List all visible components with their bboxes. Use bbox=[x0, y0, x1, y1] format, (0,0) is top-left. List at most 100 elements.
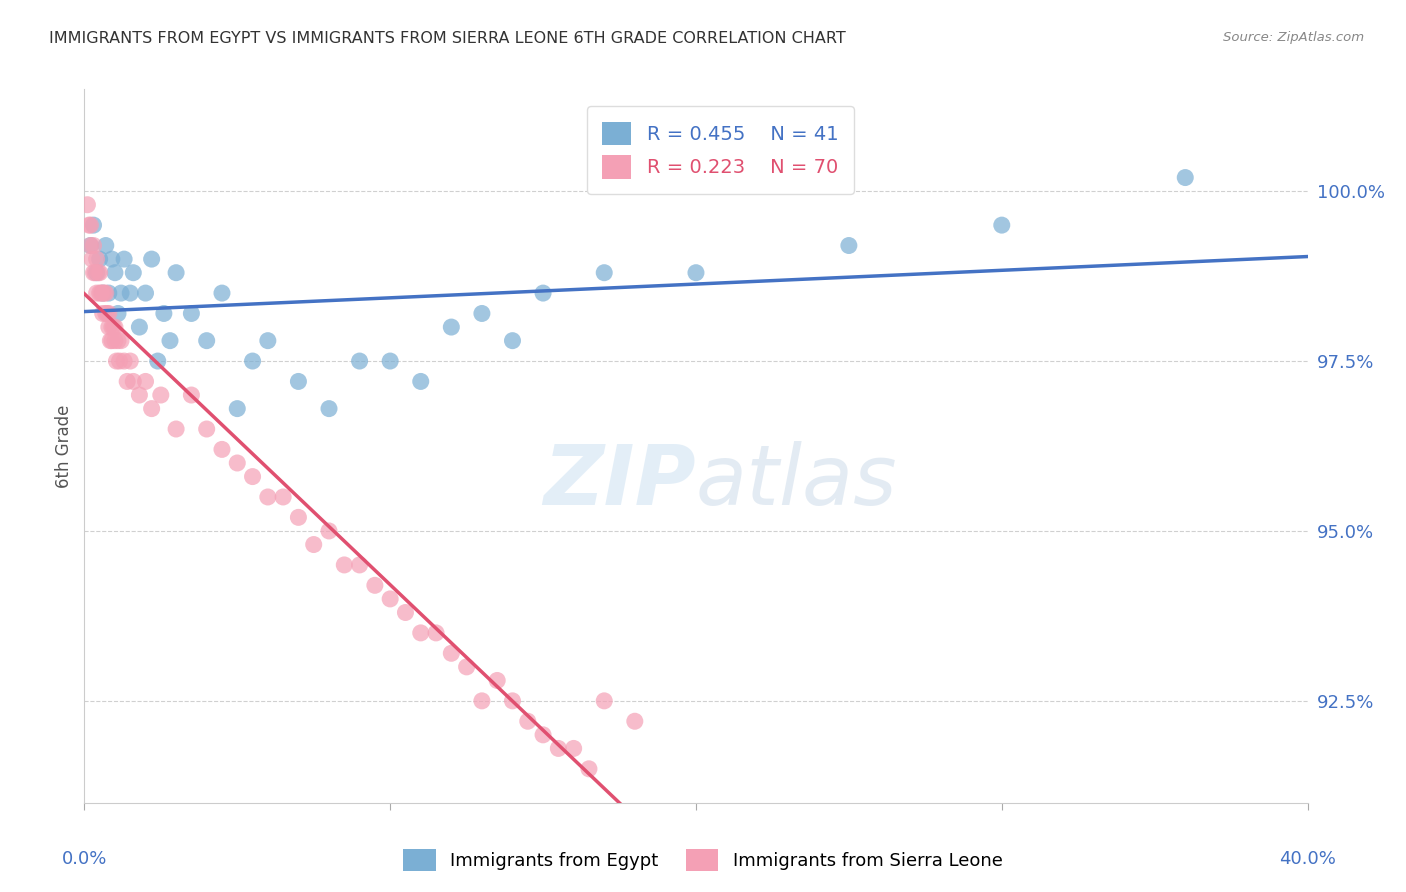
Point bbox=[242, 469, 264, 483]
Point bbox=[91, 306, 114, 320]
Point bbox=[333, 558, 356, 572]
Point bbox=[86, 286, 108, 301]
Point bbox=[146, 354, 169, 368]
Point bbox=[165, 422, 187, 436]
Point bbox=[115, 375, 138, 389]
Point bbox=[101, 320, 124, 334]
Point bbox=[165, 266, 187, 280]
Point bbox=[409, 626, 432, 640]
Point bbox=[94, 286, 117, 301]
Point bbox=[349, 354, 371, 368]
Point bbox=[593, 266, 616, 280]
Point bbox=[112, 354, 135, 368]
Point bbox=[578, 762, 600, 776]
Point bbox=[242, 354, 264, 368]
Point bbox=[624, 714, 647, 729]
Legend: Immigrants from Egypt, Immigrants from Sierra Leone: Immigrants from Egypt, Immigrants from S… bbox=[396, 842, 1010, 879]
Point bbox=[83, 238, 105, 252]
Point bbox=[79, 238, 101, 252]
Point bbox=[89, 286, 111, 301]
Point bbox=[104, 266, 127, 280]
Point bbox=[120, 286, 142, 301]
Point bbox=[287, 375, 309, 389]
Point bbox=[135, 286, 157, 301]
Point bbox=[77, 218, 100, 232]
Point bbox=[97, 286, 120, 301]
Point bbox=[83, 266, 105, 280]
Point bbox=[562, 741, 585, 756]
Y-axis label: 6th Grade: 6th Grade bbox=[55, 404, 73, 488]
Point bbox=[380, 354, 402, 368]
Point bbox=[211, 442, 233, 457]
Point bbox=[122, 375, 145, 389]
Point bbox=[103, 320, 125, 334]
Point bbox=[120, 354, 142, 368]
Point bbox=[93, 286, 115, 301]
Point bbox=[141, 401, 163, 416]
Point bbox=[97, 320, 120, 334]
Point bbox=[195, 422, 218, 436]
Point bbox=[380, 591, 402, 606]
Point bbox=[516, 714, 538, 729]
Point bbox=[112, 252, 135, 266]
Text: atlas: atlas bbox=[696, 442, 897, 522]
Point bbox=[257, 490, 280, 504]
Point bbox=[76, 198, 98, 212]
Point bbox=[226, 456, 249, 470]
Point bbox=[486, 673, 509, 688]
Point bbox=[990, 218, 1012, 232]
Point bbox=[501, 694, 523, 708]
Point bbox=[180, 388, 202, 402]
Point bbox=[318, 524, 340, 538]
Point bbox=[531, 728, 554, 742]
Point bbox=[349, 558, 371, 572]
Point bbox=[104, 334, 127, 348]
Point bbox=[110, 334, 132, 348]
Point bbox=[271, 490, 294, 504]
Point bbox=[97, 306, 120, 320]
Point bbox=[79, 238, 101, 252]
Text: Source: ZipAtlas.com: Source: ZipAtlas.com bbox=[1223, 31, 1364, 45]
Point bbox=[547, 741, 569, 756]
Point bbox=[153, 306, 176, 320]
Point bbox=[685, 266, 707, 280]
Point bbox=[394, 606, 416, 620]
Point bbox=[79, 218, 101, 232]
Point bbox=[425, 626, 447, 640]
Point bbox=[471, 694, 494, 708]
Text: 40.0%: 40.0% bbox=[1279, 850, 1336, 869]
Point bbox=[98, 334, 121, 348]
Point bbox=[87, 266, 110, 280]
Point bbox=[89, 252, 111, 266]
Point bbox=[838, 238, 860, 252]
Point bbox=[94, 238, 117, 252]
Point bbox=[105, 354, 128, 368]
Point bbox=[149, 388, 172, 402]
Point bbox=[91, 286, 114, 301]
Text: ZIP: ZIP bbox=[543, 442, 696, 522]
Point bbox=[108, 354, 131, 368]
Point bbox=[86, 252, 108, 266]
Point bbox=[440, 320, 463, 334]
Point bbox=[257, 334, 280, 348]
Point bbox=[86, 266, 108, 280]
Point bbox=[302, 537, 325, 551]
Point bbox=[226, 401, 249, 416]
Point bbox=[128, 320, 150, 334]
Point bbox=[409, 375, 432, 389]
Point bbox=[141, 252, 163, 266]
Point bbox=[107, 306, 129, 320]
Point bbox=[180, 306, 202, 320]
Point bbox=[1174, 170, 1197, 185]
Text: 0.0%: 0.0% bbox=[62, 850, 107, 869]
Point bbox=[593, 694, 616, 708]
Point bbox=[107, 334, 129, 348]
Point bbox=[128, 388, 150, 402]
Point bbox=[159, 334, 181, 348]
Point bbox=[104, 320, 127, 334]
Point bbox=[80, 252, 103, 266]
Point bbox=[110, 286, 132, 301]
Point bbox=[456, 660, 478, 674]
Point bbox=[83, 218, 105, 232]
Point bbox=[122, 266, 145, 280]
